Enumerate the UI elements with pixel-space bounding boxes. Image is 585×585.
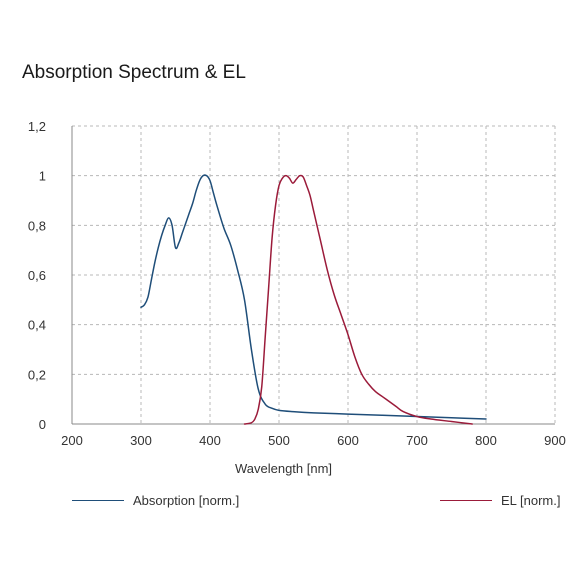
legend-swatch-el [440,500,492,501]
x-tick-label: 600 [337,433,359,448]
x-tick-label: 300 [130,433,152,448]
y-tick-label: 0,2 [28,367,46,382]
y-tick-label: 0,6 [28,268,46,283]
x-tick-labels: 200 300 400 500 600 700 800 900 [61,433,566,448]
x-tick-label: 500 [268,433,290,448]
series-line-absorption [140,174,487,420]
x-axis-label: Wavelength [nm] [235,461,332,476]
series-lines [140,174,487,425]
x-tick-label: 800 [475,433,497,448]
y-tick-label: 0 [39,417,46,432]
series-line-el [243,174,473,425]
chart-title: Absorption Spectrum & EL [22,62,246,83]
axes [71,126,555,425]
x-tick-label: 700 [406,433,428,448]
legend-item-absorption: Absorption [norm.] [72,493,239,508]
x-tick-label: 400 [199,433,221,448]
legend-swatch-absorption [72,500,124,501]
y-tick-labels: 0 0,2 0,4 0,6 0,8 1 1,2 [28,119,46,432]
legend-label-absorption: Absorption [norm.] [133,493,240,508]
legend-label-el: EL [norm.] [501,493,561,508]
legend-item-el: EL [norm.] [440,493,560,508]
y-tick-label: 0,8 [28,218,46,233]
y-tick-label: 1,2 [28,119,46,134]
x-tick-label: 200 [61,433,83,448]
y-tick-label: 1 [39,169,46,184]
x-tick-label: 900 [544,433,566,448]
grid-lines [72,125,556,424]
y-tick-label: 0,4 [28,318,46,333]
